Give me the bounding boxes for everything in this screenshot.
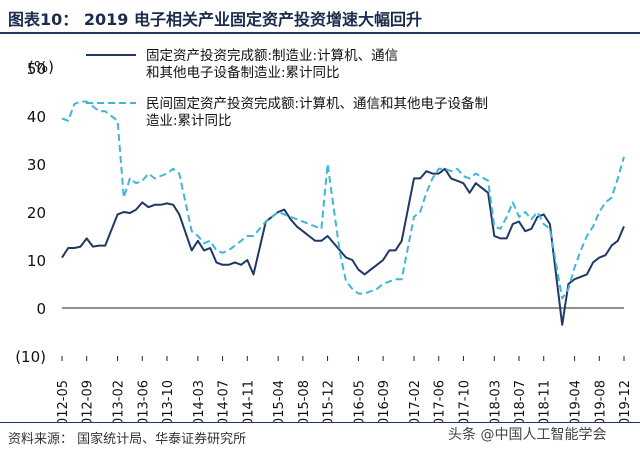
x-tick-label: 2018-03	[488, 380, 503, 422]
legend-label-continued: 和其他电子设备制造业:累计同比	[146, 64, 340, 81]
x-tick-label: 2015-08	[297, 380, 312, 422]
legend-label: 固定资产投资完成额:制造业:计算机、通信	[146, 48, 398, 64]
chart-header: 图表10： 2019 电子相关产业固定资产投资增速大幅回升	[0, 0, 640, 34]
source-note: 资料来源： 国家统计局、华泰证券研究所	[8, 432, 247, 447]
x-tick-label: 2013-02	[112, 380, 127, 422]
watermark: 头条 @中国人工智能学会	[448, 427, 607, 443]
y-tick-label: 30	[27, 156, 46, 174]
y-tick-label: 50	[27, 60, 46, 78]
legend: 固定资产投资完成额:制造业:计算机、通信和其他电子设备制造业:累计同比民间固定资…	[86, 48, 488, 129]
y-tick-label: 20	[27, 204, 46, 222]
x-tick-label: 2017-10	[457, 380, 472, 422]
series-line-private-investment	[61, 100, 625, 300]
x-tick-label: 2012-05	[56, 380, 71, 422]
x-tick-label: 2019-04	[569, 380, 584, 422]
x-tick-label: 2016-09	[377, 380, 392, 422]
y-axis-unit: (%)	[28, 58, 54, 76]
x-tick-label: 2014-07	[217, 380, 232, 422]
x-tick-label: 2014-03	[192, 380, 207, 422]
x-tick-label: 2013-10	[161, 380, 176, 422]
x-tick-label: 2019-12	[618, 380, 633, 422]
x-tick-label: 2019-08	[593, 380, 608, 422]
x-tick-label: 2014-11	[241, 380, 256, 422]
x-axis: 2012-05 2012-09 2013-02 2013-06 2013-10 2014-…	[56, 307, 633, 422]
footer-divider	[0, 422, 640, 423]
y-tick-label: (10)	[15, 348, 46, 366]
legend-label: 民间固定资产投资完成额:计算机、通信和其他电子设备制	[146, 95, 488, 112]
x-tick-label: 2013-06	[136, 380, 151, 422]
x-tick-label: 2018-11	[538, 380, 553, 422]
series-layer	[61, 100, 625, 326]
y-axis: (%) (10) 0 10 20 30 40 50	[15, 58, 54, 366]
series-line-fixed-asset-investment	[61, 167, 625, 326]
x-tick-label: 2016-05	[352, 380, 367, 422]
y-tick-label: 40	[27, 108, 46, 126]
x-tick-label: 2015-12	[322, 380, 337, 422]
y-tick-label: 0	[36, 300, 46, 318]
chart-title: 图表10： 2019 电子相关产业固定资产投资增速大幅回升	[8, 10, 422, 29]
y-tick-label: 10	[27, 252, 46, 270]
x-tick-label: 2015-04	[272, 380, 287, 422]
x-tick-label: 2012-09	[81, 380, 96, 422]
title-divider	[0, 32, 640, 34]
x-tick-label: 2017-02	[408, 380, 423, 422]
x-tick-label: 2018-07	[513, 380, 528, 422]
legend-label-continued: 造业:累计同比	[146, 113, 232, 129]
x-tick-label: 2017-06	[433, 380, 448, 422]
line-chart: (%) (10) 0 10 20 30 40 50 2012-05 2012-09 2013-02…	[15, 48, 633, 422]
